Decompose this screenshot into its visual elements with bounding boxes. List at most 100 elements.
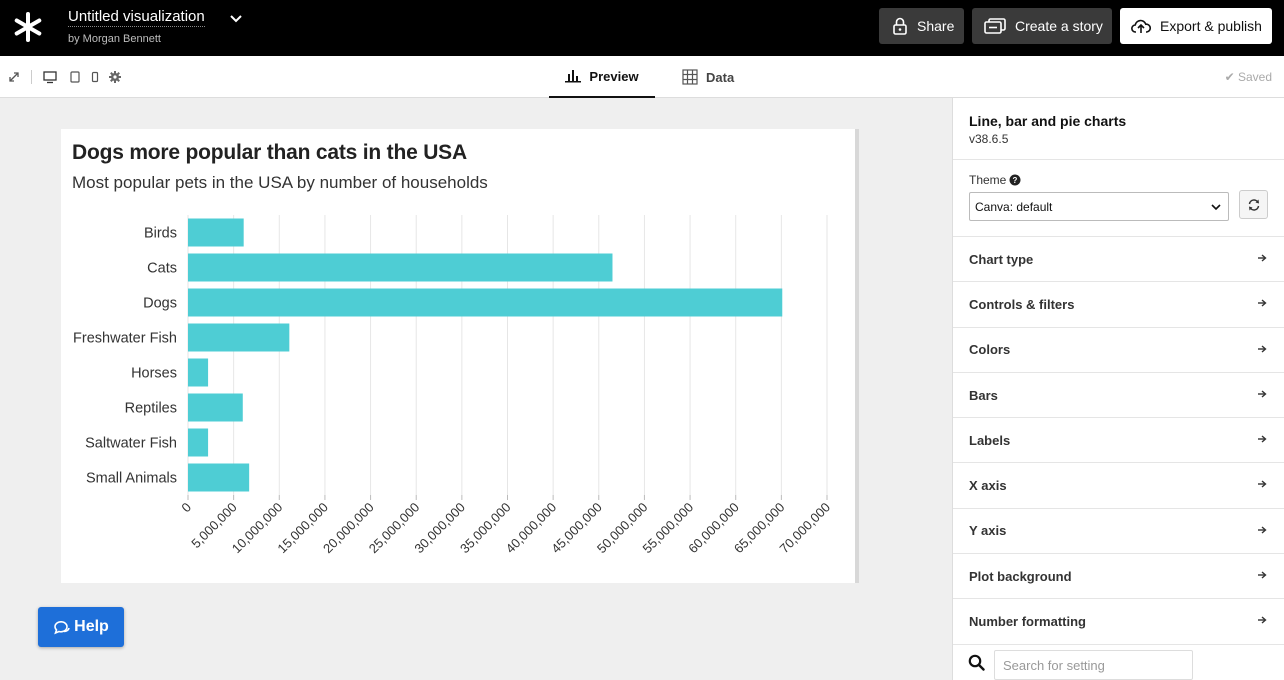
mobile-view-icon[interactable] bbox=[88, 70, 102, 84]
saved-status-label: Saved bbox=[1237, 70, 1272, 84]
create-story-label: Create a story bbox=[1015, 18, 1103, 34]
setting-row[interactable]: Plot background bbox=[953, 554, 1284, 600]
visualization-title[interactable]: Untitled visualization bbox=[68, 8, 205, 27]
help-label: Help bbox=[74, 618, 109, 635]
bar bbox=[188, 253, 613, 282]
setting-row[interactable]: Controls & filters bbox=[953, 282, 1284, 328]
card-edge bbox=[855, 129, 859, 583]
theme-select[interactable]: Canva: default bbox=[969, 192, 1229, 221]
bar bbox=[188, 218, 244, 247]
story-slides-icon bbox=[984, 18, 1006, 34]
arrow-right-icon bbox=[1258, 526, 1267, 534]
setting-row[interactable]: Chart type bbox=[953, 237, 1284, 283]
setting-row[interactable]: Bars bbox=[953, 373, 1284, 419]
setting-row[interactable]: Labels bbox=[953, 418, 1284, 464]
setting-row[interactable]: Number formatting bbox=[953, 599, 1284, 645]
create-story-button[interactable]: Create a story bbox=[972, 8, 1112, 44]
chevron-down-icon bbox=[1211, 204, 1221, 211]
arrow-right-icon bbox=[1258, 435, 1267, 443]
tab-preview-label: Preview bbox=[589, 68, 639, 84]
setting-row-label: Y axis bbox=[969, 523, 1007, 539]
setting-row-label: Colors bbox=[969, 342, 1011, 358]
setting-row-label: Labels bbox=[969, 432, 1011, 448]
visualization-title-block: Untitled visualization by Morgan Bennett bbox=[68, 8, 242, 45]
help-button[interactable]: Help bbox=[38, 607, 124, 647]
theme-label-row: Theme ? bbox=[969, 173, 1268, 187]
arrow-right-icon bbox=[1258, 345, 1267, 353]
share-label: Share bbox=[917, 18, 955, 34]
template-version: v38.6.5 bbox=[969, 132, 1009, 146]
setting-row-label: Chart type bbox=[969, 251, 1034, 267]
refresh-icon bbox=[1248, 198, 1259, 211]
check-icon: ✔ bbox=[1224, 70, 1235, 84]
bar-chart: Birds Cats Dogs Freshwater Fish Horses Reptil… bbox=[73, 215, 833, 556]
y-tick-label: Cats bbox=[147, 261, 177, 277]
settings-panel: Line, bar and pie charts v38.6.5 Theme ?… bbox=[952, 98, 1284, 680]
share-button[interactable]: Share bbox=[879, 8, 964, 44]
template-title: Line, bar and pie charts bbox=[969, 113, 1127, 129]
desktop-view-icon[interactable] bbox=[43, 70, 57, 84]
settings-search-input[interactable] bbox=[994, 650, 1193, 680]
tab-data-label: Data bbox=[706, 69, 735, 85]
setting-row[interactable]: Colors bbox=[953, 328, 1284, 373]
bar bbox=[188, 358, 209, 387]
y-tick-label: Reptiles bbox=[125, 401, 177, 417]
chart-subtitle: Most popular pets in the USA by number o… bbox=[72, 173, 488, 192]
setting-row-label: Number formatting bbox=[969, 614, 1086, 630]
y-tick-label: Freshwater Fish bbox=[73, 331, 177, 347]
asterisk-logo-icon[interactable] bbox=[13, 12, 43, 42]
question-circle-icon[interactable]: ? bbox=[1009, 174, 1021, 186]
top-bar: Untitled visualization by Morgan Bennett… bbox=[0, 0, 1284, 56]
arrow-right-icon bbox=[1258, 254, 1267, 262]
y-tick-label: Small Animals bbox=[86, 471, 177, 487]
theme-select-value: Canva: default bbox=[975, 200, 1053, 214]
y-tick-label: Birds bbox=[144, 226, 177, 242]
setting-row-label: Controls & filters bbox=[969, 296, 1075, 312]
setting-row-label: Bars bbox=[969, 387, 998, 403]
search-icon bbox=[968, 654, 985, 671]
expand-icon[interactable] bbox=[7, 70, 21, 84]
bar bbox=[188, 323, 290, 352]
gear-icon[interactable] bbox=[108, 70, 122, 84]
cloud-upload-icon bbox=[1131, 18, 1151, 34]
bar bbox=[188, 428, 209, 457]
y-tick-label: Horses bbox=[131, 366, 177, 382]
settings-search-row bbox=[953, 644, 1284, 680]
setting-row-label: X axis bbox=[969, 478, 1007, 494]
table-grid-icon bbox=[682, 69, 698, 85]
refresh-theme-button[interactable] bbox=[1239, 190, 1268, 219]
bar-chart-icon bbox=[565, 69, 582, 83]
theme-section: Theme ? Canva: default bbox=[953, 160, 1284, 237]
tab-data[interactable]: Data bbox=[682, 56, 734, 98]
bar bbox=[188, 393, 243, 422]
setting-row[interactable]: X axis bbox=[953, 463, 1284, 509]
export-publish-label: Export & publish bbox=[1160, 18, 1262, 34]
panel-header: Line, bar and pie charts v38.6.5 bbox=[953, 98, 1284, 160]
y-tick-label: Dogs bbox=[143, 296, 177, 312]
theme-label: Theme bbox=[969, 173, 1007, 187]
saved-status: ✔ Saved bbox=[1225, 70, 1272, 84]
bar bbox=[188, 463, 250, 492]
view-toolbar: Preview Data ✔ Saved bbox=[0, 56, 1284, 98]
chart-title: Dogs more popular than cats in the USA bbox=[72, 141, 467, 164]
arrow-right-icon bbox=[1258, 571, 1267, 579]
arrow-right-icon bbox=[1258, 480, 1267, 489]
setting-row-label: Plot background bbox=[969, 568, 1072, 584]
arrow-right-icon bbox=[1258, 299, 1267, 307]
export-publish-button[interactable]: Export & publish bbox=[1120, 8, 1272, 44]
y-tick-label: Saltwater Fish bbox=[85, 436, 177, 452]
tab-preview[interactable]: Preview bbox=[549, 56, 655, 98]
setting-row[interactable]: Y axis bbox=[953, 509, 1284, 555]
chart-card: Dogs more popular than cats in the USA M… bbox=[61, 129, 855, 583]
settings-list: Chart type Controls & filters Colors Bars La… bbox=[953, 237, 1284, 645]
svg-text:?: ? bbox=[1013, 176, 1018, 185]
author-byline: by Morgan Bennett bbox=[68, 33, 161, 45]
chevron-down-icon[interactable] bbox=[228, 11, 244, 27]
tablet-view-icon[interactable] bbox=[68, 70, 82, 84]
bar bbox=[188, 288, 783, 317]
arrow-right-icon bbox=[1258, 616, 1267, 624]
chat-bubbles-icon bbox=[53, 619, 71, 635]
lock-icon bbox=[892, 17, 908, 35]
arrow-right-icon bbox=[1258, 390, 1267, 398]
x-tick-label: 0 bbox=[178, 500, 194, 516]
